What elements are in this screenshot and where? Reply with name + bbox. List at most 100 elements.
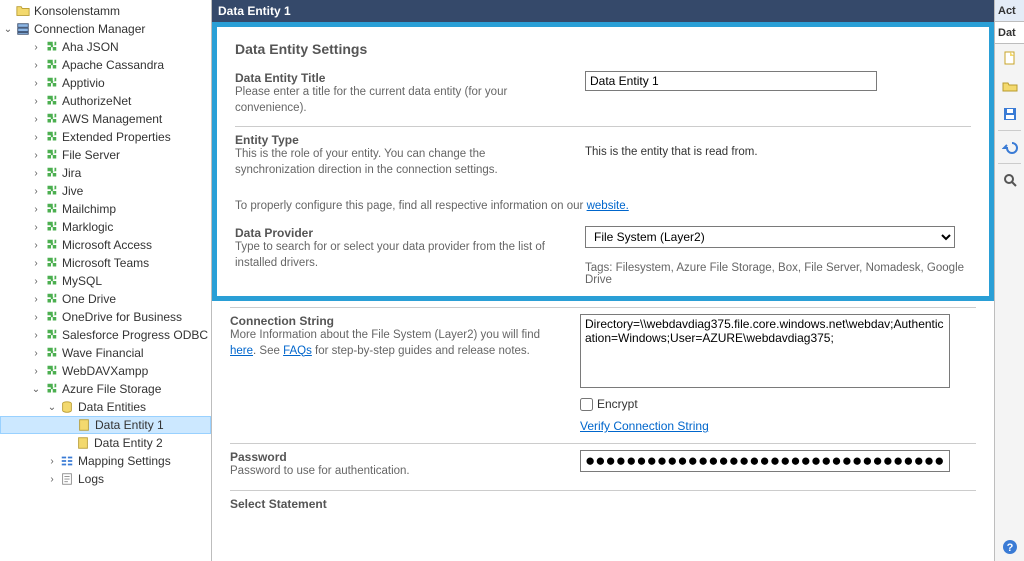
chevron-right-icon[interactable]: › <box>30 221 42 233</box>
chevron-right-icon[interactable]: › <box>30 167 42 179</box>
row-provider: Data Provider Type to search for or sele… <box>235 226 971 286</box>
pwd-help: Password to use for authentication. <box>230 464 560 480</box>
tree-item[interactable]: › Apache Cassandra <box>0 56 211 74</box>
chevron-right-icon[interactable]: › <box>30 77 42 89</box>
tree-item[interactable]: ›Marklogic <box>0 218 211 236</box>
below-box: Connection String More Information about… <box>212 301 994 521</box>
folder-icon <box>15 3 31 19</box>
chevron-right-icon[interactable]: › <box>30 149 42 161</box>
chevron-right-icon[interactable]: › <box>30 365 42 377</box>
nav-tree: ▸ Konsolenstamm ⌄ Connection Manager ›Ah… <box>0 0 212 561</box>
content-scroll: Data Entity Settings Data Entity Title P… <box>212 22 994 561</box>
chevron-right-icon[interactable]: › <box>30 347 42 359</box>
tree-conn-mgr[interactable]: ⌄ Connection Manager <box>0 20 211 38</box>
tree-item[interactable]: ›AuthorizeNet <box>0 92 211 110</box>
tree-item[interactable]: ›Apptivio <box>0 74 211 92</box>
chevron-right-icon[interactable]: › <box>30 95 42 107</box>
actions-tab[interactable]: Act <box>995 0 1024 22</box>
chevron-right-icon[interactable]: › <box>30 203 42 215</box>
tree-item[interactable]: ›WebDAVXampp <box>0 362 211 380</box>
search-button[interactable] <box>995 166 1024 194</box>
chevron-right-icon[interactable]: › <box>30 185 42 197</box>
tree-item[interactable]: ⌄Azure File Storage <box>0 380 211 398</box>
chevron-down-icon[interactable]: ⌄ <box>46 401 58 413</box>
tree-item[interactable]: ›One Drive <box>0 290 211 308</box>
chevron-right-icon[interactable]: › <box>30 113 42 125</box>
chevron-right-icon[interactable]: › <box>30 329 42 341</box>
chevron-right-icon[interactable]: › <box>30 41 42 53</box>
plugin-icon <box>43 237 59 253</box>
conn-textarea[interactable] <box>580 314 950 388</box>
tree-mapping[interactable]: › Mapping Settings <box>0 452 211 470</box>
content-title: Data Entity 1 <box>212 0 994 22</box>
db-icon <box>59 399 75 415</box>
provider-select[interactable]: File System (Layer2) <box>585 226 955 248</box>
tree-item[interactable]: ›Jira <box>0 164 211 182</box>
select-label: Select Statement <box>230 497 560 511</box>
plugin-icon <box>43 327 59 343</box>
folder-open-icon <box>1002 78 1018 94</box>
row-conn: Connection String More Information about… <box>230 307 976 444</box>
help-button[interactable]: ? <box>995 533 1024 561</box>
svg-text:?: ? <box>1007 542 1014 554</box>
data-tab[interactable]: Dat <box>995 22 1024 44</box>
tree-entity-2[interactable]: ▸ Data Entity 2 <box>0 434 211 452</box>
tree-item-label: File Server <box>62 148 120 162</box>
tree-item-label: Wave Financial <box>62 346 144 360</box>
tree-item[interactable]: › AWS Management <box>0 110 211 128</box>
chevron-right-icon[interactable]: › <box>46 455 58 467</box>
here-link[interactable]: here <box>230 345 253 357</box>
plugin-icon <box>43 273 59 289</box>
chevron-right-icon[interactable]: › <box>30 275 42 287</box>
tree-root-label: Konsolenstamm <box>34 4 120 18</box>
tree-item-label: Extended Properties <box>62 130 171 144</box>
tree-logs[interactable]: › Logs <box>0 470 211 488</box>
tree-item[interactable]: ›Salesforce Progress ODBC <box>0 326 211 344</box>
tree-item[interactable]: › Extended Properties <box>0 128 211 146</box>
tree-item[interactable]: ›Microsoft Access <box>0 236 211 254</box>
chevron-right-icon[interactable]: › <box>30 239 42 251</box>
chevron-right-icon[interactable]: › <box>30 59 42 71</box>
chevron-right-icon[interactable]: › <box>30 311 42 323</box>
tree-item[interactable]: › File Server <box>0 146 211 164</box>
tree-item-label: AWS Management <box>62 112 162 126</box>
verify-link[interactable]: Verify Connection String <box>580 419 709 433</box>
chevron-down-icon[interactable]: ⌄ <box>2 23 14 35</box>
title-input[interactable] <box>585 71 877 91</box>
undo-button[interactable] <box>995 133 1024 161</box>
logs-icon <box>59 471 75 487</box>
chevron-right-icon[interactable]: › <box>46 473 58 485</box>
tree-item-label: Apache Cassandra <box>62 58 164 72</box>
tree-item[interactable]: › Wave Financial <box>0 344 211 362</box>
tree-item[interactable]: ›Jive <box>0 182 211 200</box>
new-button[interactable] <box>995 44 1024 72</box>
tree-mapping-label: Mapping Settings <box>78 454 171 468</box>
chevron-right-icon[interactable]: › <box>30 293 42 305</box>
tree-item[interactable]: ›OneDrive for Business <box>0 308 211 326</box>
faqs-link[interactable]: FAQs <box>283 345 312 357</box>
open-button[interactable] <box>995 72 1024 100</box>
plugin-icon <box>43 147 59 163</box>
plugin-icon <box>43 93 59 109</box>
save-button[interactable] <box>995 100 1024 128</box>
plugin-icon <box>43 129 59 145</box>
plugin-icon <box>43 291 59 307</box>
tree-item[interactable]: ›Microsoft Teams <box>0 254 211 272</box>
encrypt-checkbox[interactable] <box>580 398 593 411</box>
tree-root[interactable]: ▸ Konsolenstamm <box>0 2 211 20</box>
main-panel: Data Entity 1 Data Entity Settings Data … <box>212 0 994 561</box>
password-input[interactable] <box>580 450 950 472</box>
tree-item[interactable]: ›MySQL <box>0 272 211 290</box>
chevron-right-icon[interactable]: › <box>30 131 42 143</box>
tree-item[interactable]: ›Mailchimp <box>0 200 211 218</box>
plugin-icon <box>43 165 59 181</box>
chevron-down-icon[interactable]: ⌄ <box>30 383 42 395</box>
tree-data-entities[interactable]: ⌄ Data Entities <box>0 398 211 416</box>
conn-label: Connection String <box>230 314 560 328</box>
config-note-pre: To properly configure this page, find al… <box>235 200 587 212</box>
mapping-icon <box>59 453 75 469</box>
tree-item[interactable]: ›Aha JSON <box>0 38 211 56</box>
tree-entity-1[interactable]: ▸ Data Entity 1 <box>0 416 211 434</box>
chevron-right-icon[interactable]: › <box>30 257 42 269</box>
website-link[interactable]: website. <box>587 200 629 212</box>
